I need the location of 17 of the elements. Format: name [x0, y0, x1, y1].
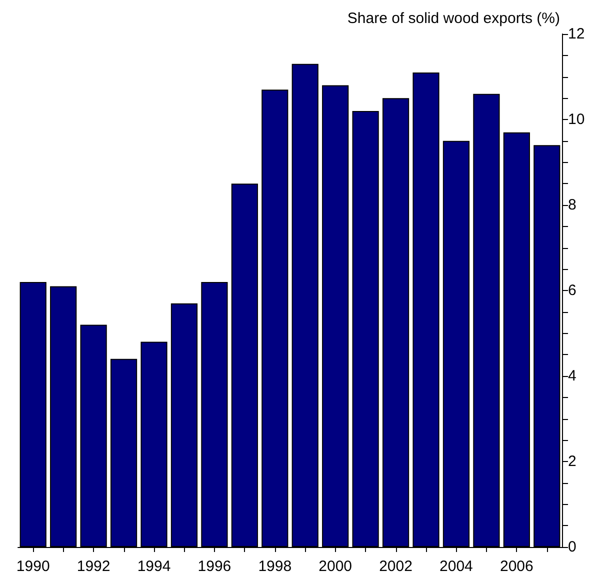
x-tick-label: 1994 — [137, 558, 171, 575]
y-tick-label: 10 — [568, 111, 585, 128]
x-tick-label: 2002 — [379, 558, 412, 575]
x-tick-label: 2006 — [500, 558, 534, 575]
y-tick-label: 6 — [568, 282, 576, 299]
y-tick-label: 0 — [568, 538, 576, 556]
y-tick-label: 8 — [568, 196, 576, 214]
x-tick-label: 2004 — [440, 558, 473, 575]
y-tick-label: 12 — [568, 26, 585, 42]
x-tick-label: 1992 — [76, 558, 110, 575]
y-axis-title: Share of solid wood exports (%) — [347, 10, 560, 27]
x-tick-label: 1996 — [198, 558, 232, 575]
x-tick-label: 1998 — [258, 558, 292, 575]
x-tick-label: 2000 — [318, 558, 352, 575]
y-tick-label: 2 — [568, 453, 576, 470]
x-tick-label: 1990 — [16, 558, 50, 575]
y-tick-label: 4 — [568, 368, 576, 384]
